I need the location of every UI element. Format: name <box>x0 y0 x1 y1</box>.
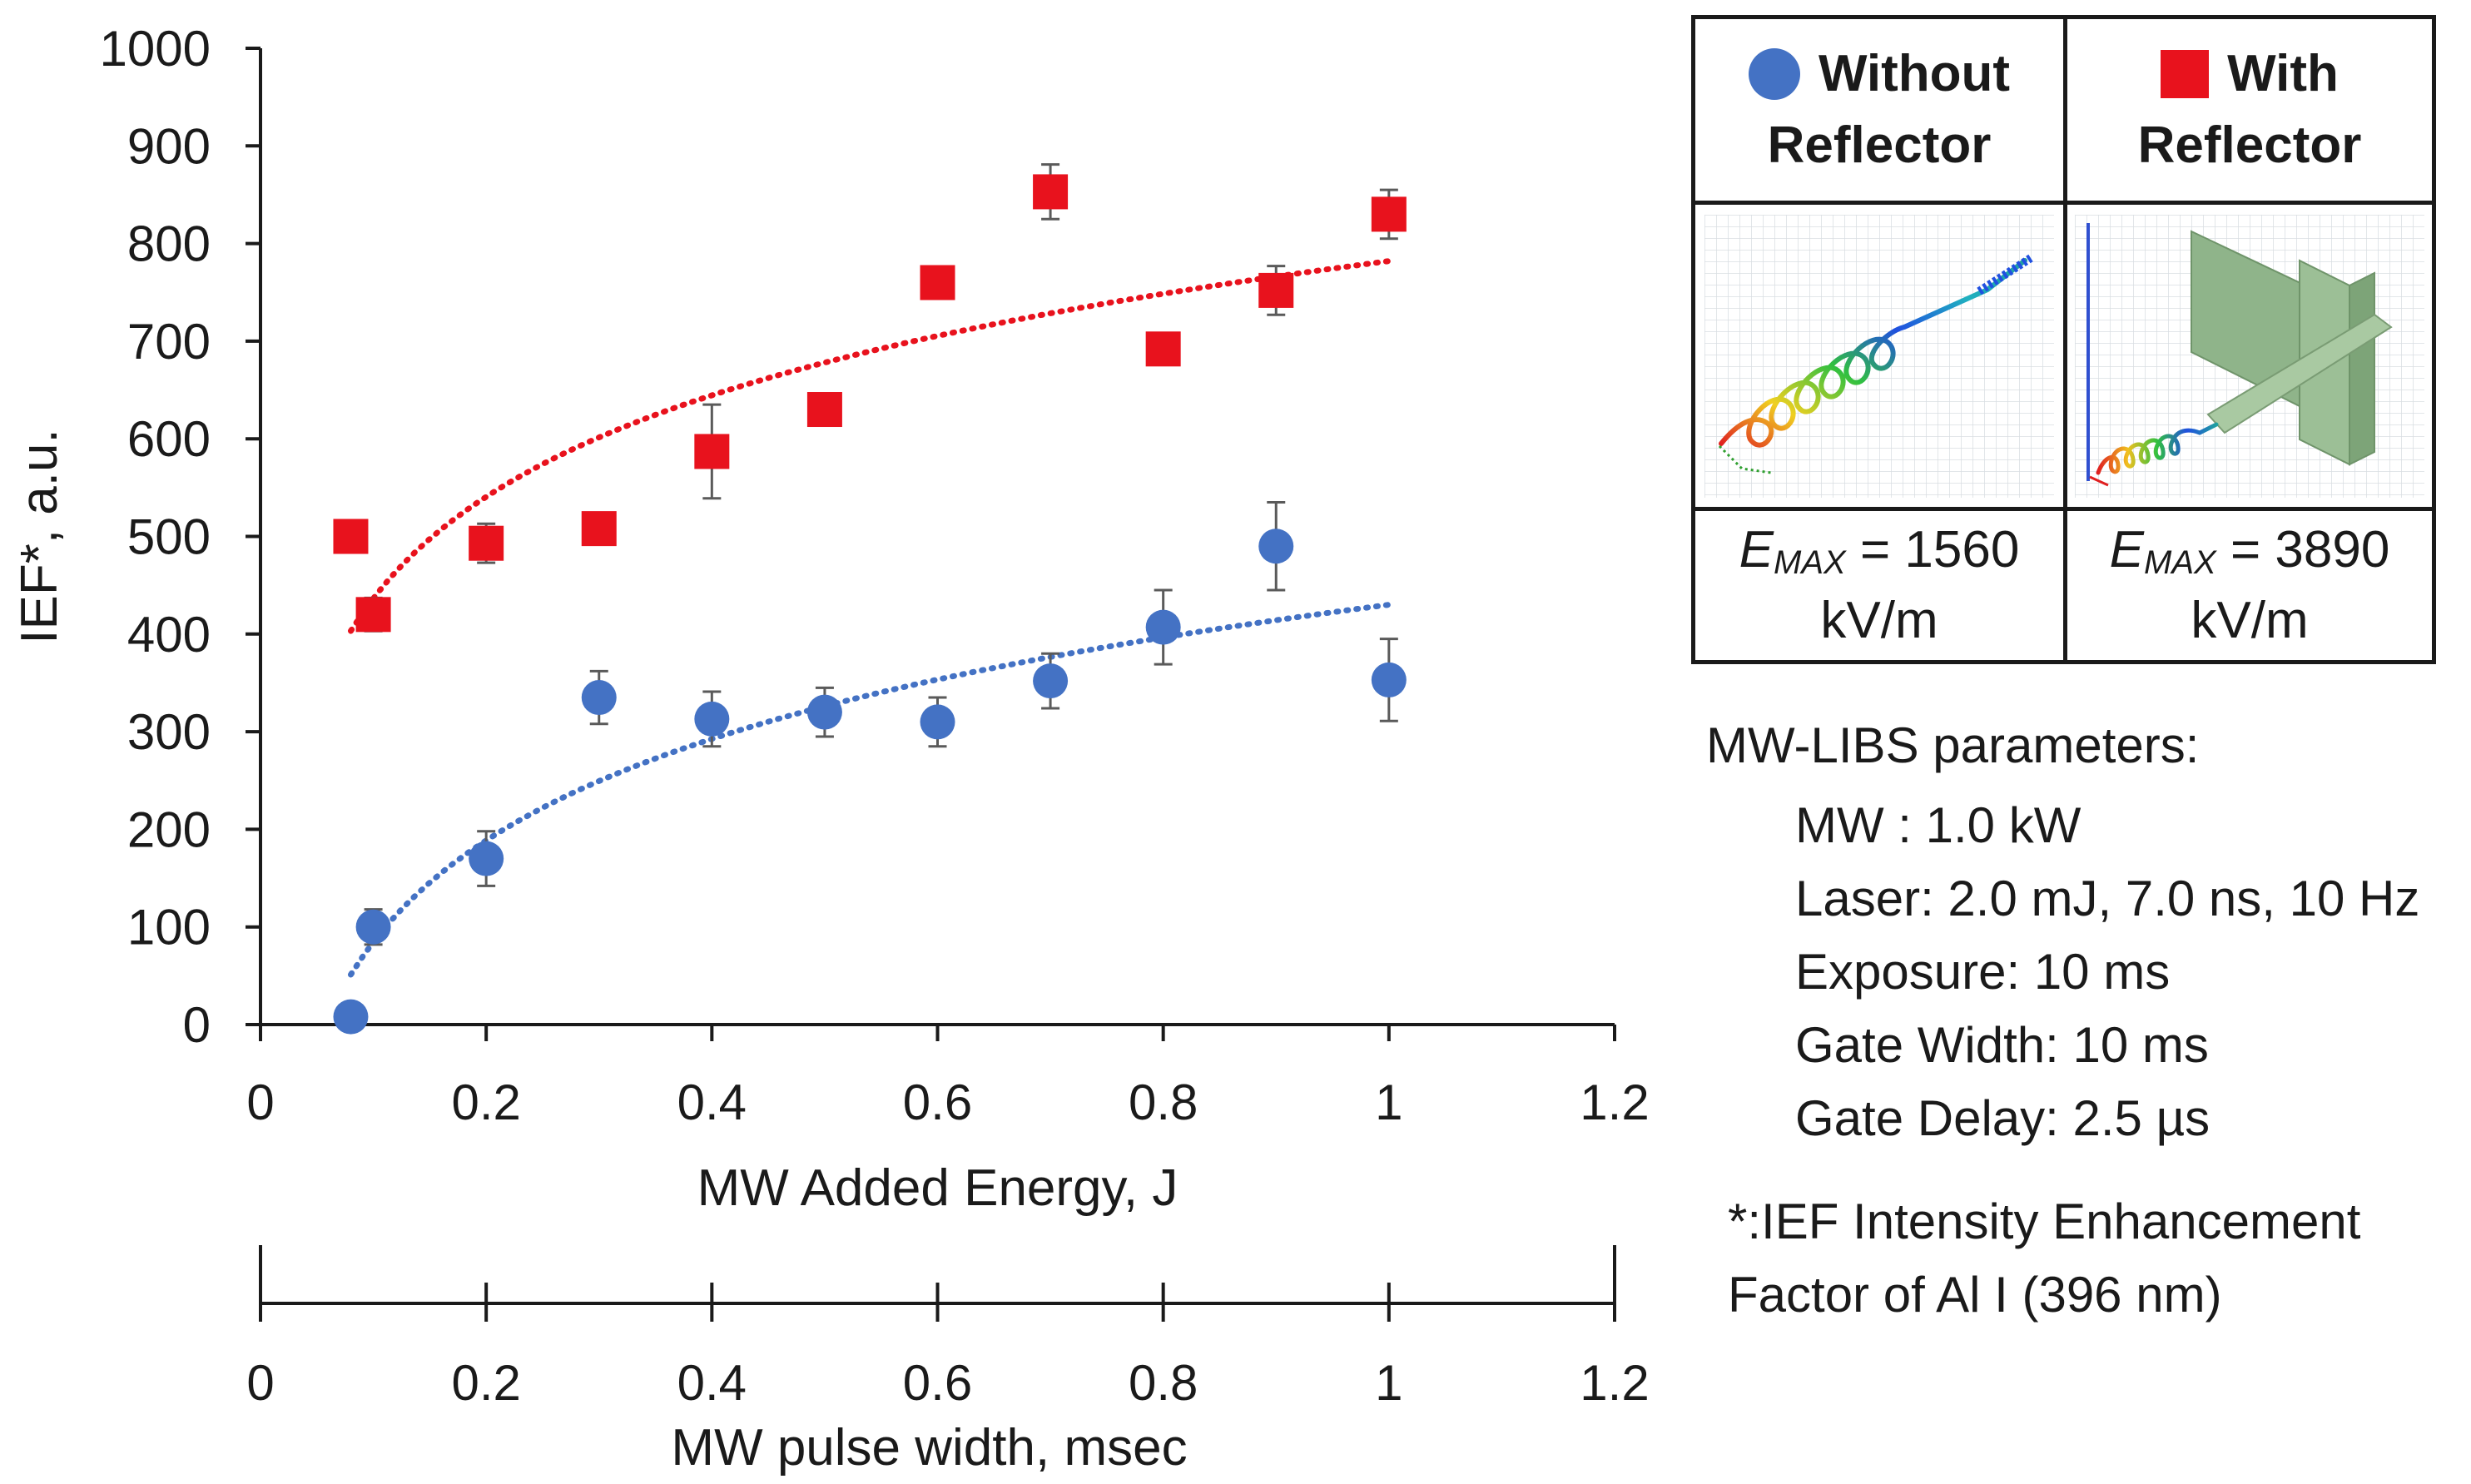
legend-without-label-2: Reflector <box>1767 117 1992 174</box>
data-point-with-reflector <box>333 519 369 554</box>
blue-circle-marker-icon <box>1748 48 1800 100</box>
y-tick-label: 900 <box>127 118 211 174</box>
parameter-gate-width: Gate Width: 10 ms <box>1795 1017 2209 1073</box>
data-point-without-reflector <box>355 909 391 945</box>
emax-without-reflector: EMAX = 1560 kV/m <box>1695 511 2063 660</box>
x-tick-label: 1.2 <box>1580 1075 1649 1130</box>
y-tick-label: 400 <box>127 607 211 663</box>
legend-table: Without Reflector With Reflector <box>1691 15 2436 664</box>
red-square-marker-icon <box>2161 50 2210 98</box>
data-point-without-reflector <box>806 694 842 730</box>
x-tick-label: 0.4 <box>677 1075 747 1130</box>
x-axis-title: MW Added Energy, J <box>697 1159 1178 1217</box>
parameter-laser: Laser: 2.0 mJ, 7.0 ns, 10 Hz <box>1795 871 2420 926</box>
data-point-without-reflector <box>1258 529 1294 564</box>
x2-tick-label: 0.2 <box>451 1355 520 1411</box>
emax-without-unit: kV/m <box>1820 592 1938 649</box>
data-point-with-reflector <box>1145 331 1181 367</box>
legend-without-label: Without <box>1818 45 2011 102</box>
trendline-without-reflector <box>348 602 1392 978</box>
emax-symbol-2: E <box>2109 521 2145 578</box>
x2-tick-label: 0.4 <box>677 1355 747 1411</box>
y-tick-label: 200 <box>127 802 211 857</box>
legend-with-label: With <box>2227 45 2339 102</box>
parameter-mw: MW : 1.0 kW <box>1795 797 2081 853</box>
data-point-with-reflector <box>1033 174 1069 210</box>
reflector-antenna-image <box>2075 214 2424 498</box>
x2-axis-title: MW pulse width, msec <box>671 1419 1187 1477</box>
y-tick-label: 800 <box>127 216 211 272</box>
x2-tick-label: 0.6 <box>903 1355 972 1411</box>
x-tick-label: 0.6 <box>903 1075 972 1130</box>
y-axis-title: IEF*, a.u. <box>11 429 68 643</box>
data-point-with-reflector <box>806 392 842 428</box>
footnote: *:IEF Intensity Enhancement Factor of Al… <box>1728 1185 2360 1332</box>
data-point-with-reflector <box>1371 196 1407 232</box>
field-simulation-without-reflector <box>1695 205 2063 507</box>
emax-symbol: E <box>1739 521 1774 578</box>
emax-with-reflector: EMAX = 3890 kV/m <box>2067 511 2432 660</box>
y-tick-label: 500 <box>127 509 211 565</box>
emax-subscript-2: MAX <box>2144 544 2216 581</box>
data-point-with-reflector <box>355 597 391 633</box>
data-point-without-reflector <box>1371 662 1407 697</box>
ief-scatter-chart: 0 100 200 300 400 500 600 700 800 900 1000 0 0.2 0.4 0… <box>11 21 1650 1477</box>
y-tick-label: 100 <box>127 900 211 955</box>
data-point-without-reflector <box>469 841 504 876</box>
data-point-without-reflector <box>581 680 617 716</box>
y-tick-label: 0 <box>183 997 211 1053</box>
footnote-line-1: *:IEF Intensity Enhancement <box>1728 1194 2361 1249</box>
emax-with-unit: kV/m <box>2191 592 2309 649</box>
x-tick-label: 1 <box>1375 1075 1402 1130</box>
y-tick-label: 700 <box>127 314 211 370</box>
data-point-without-reflector <box>1145 609 1181 645</box>
legend-without-reflector: Without Reflector <box>1695 19 2063 201</box>
emax-with-value: = 3890 <box>2215 521 2390 578</box>
helix-antenna-image <box>1704 214 2054 498</box>
x2-tick-label: 1.2 <box>1580 1355 1649 1411</box>
data-point-with-reflector <box>694 434 730 469</box>
parameters-title: MW-LIBS parameters: <box>1706 717 2200 773</box>
x-tick-label: 0 <box>246 1075 274 1130</box>
field-simulation-with-reflector <box>2067 205 2432 507</box>
data-point-without-reflector <box>920 704 955 740</box>
data-point-with-reflector <box>1258 272 1294 308</box>
data-point-without-reflector <box>333 999 369 1035</box>
data-point-with-reflector <box>920 265 955 300</box>
data-point-without-reflector <box>694 701 730 737</box>
emax-without-value: = 1560 <box>1845 521 2020 578</box>
parameter-gate-delay: Gate Delay: 2.5 µs <box>1795 1090 2211 1146</box>
legend-with-label-2: Reflector <box>2137 117 2362 174</box>
emax-subscript: MAX <box>1774 544 1846 581</box>
x-tick-label: 0.2 <box>451 1075 520 1130</box>
x2-tick-label: 1 <box>1375 1355 1402 1411</box>
x2-tick-label: 0 <box>246 1355 274 1411</box>
y-tick-label: 1000 <box>100 21 211 77</box>
parameters-list: MW : 1.0 kW Laser: 2.0 mJ, 7.0 ns, 10 Hz… <box>1795 789 2419 1155</box>
y-tick-label: 600 <box>127 411 211 467</box>
x-tick-label: 0.8 <box>1129 1075 1198 1130</box>
data-point-with-reflector <box>581 511 617 547</box>
parameter-exposure: Exposure: 10 ms <box>1795 944 2171 1000</box>
data-point-with-reflector <box>469 525 504 561</box>
data-point-without-reflector <box>1033 663 1069 699</box>
footnote-line-2: Factor of Al I (396 nm) <box>1728 1267 2222 1323</box>
x2-tick-label: 0.8 <box>1129 1355 1198 1411</box>
legend-with-reflector: With Reflector <box>2067 19 2432 201</box>
trendline-with-reflector <box>348 258 1392 634</box>
y-tick-label: 300 <box>127 704 211 760</box>
